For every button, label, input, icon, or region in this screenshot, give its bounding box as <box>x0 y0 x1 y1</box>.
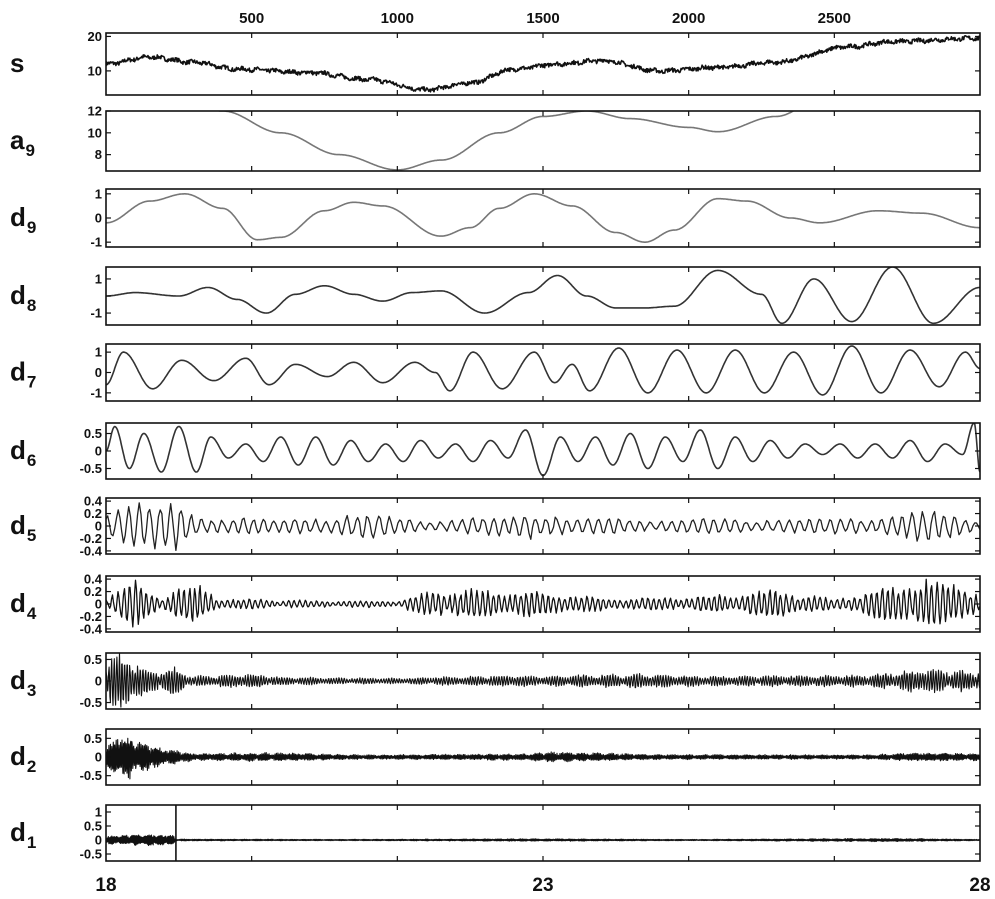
panel-label-d8: d8 <box>10 280 36 315</box>
panel-frame-d7 <box>105 343 981 402</box>
panel-label-a9: a9 <box>10 125 35 160</box>
panel-frame-d9 <box>105 188 981 248</box>
y-tick-label: -0.5 <box>80 768 102 783</box>
bottom-axis-tick-label: 28 <box>969 875 990 896</box>
y-tick-label: -1 <box>90 385 102 400</box>
y-tick-label: 0 <box>95 519 102 534</box>
panel-d3: -0.5 0 0.5 d3 <box>10 652 981 710</box>
series-line-s <box>106 35 980 93</box>
series-line-a9 <box>215 111 795 171</box>
y-tick-label: -0.5 <box>80 847 102 862</box>
y-tick-label: 0.5 <box>84 426 102 441</box>
y-tick-label: 0 <box>95 674 102 689</box>
panel-d5: -0.4-0.200.20.4 d5 <box>10 494 981 558</box>
series-line-d1 <box>106 834 980 847</box>
y-tick-label: -0.4 <box>80 543 103 558</box>
panel-frame-s <box>105 32 981 96</box>
y-tick-label: 0.4 <box>84 494 103 509</box>
y-tick-label: 0 <box>95 444 102 459</box>
y-tick-label: 8 <box>95 147 102 162</box>
y-tick-label: 1 <box>95 805 102 820</box>
y-tick-label: 12 <box>88 104 102 119</box>
series-line-d5 <box>106 502 980 552</box>
y-tick-label: -1 <box>90 306 102 321</box>
top-axis-tick-label: 2000 <box>672 10 705 27</box>
y-tick-label: 0.5 <box>84 731 102 746</box>
panel-d2: -0.5 0 0.5 d2 <box>10 728 981 786</box>
series-line-d8 <box>106 267 980 325</box>
panel-label-d3: d3 <box>10 665 36 700</box>
panel-a9: 8 10 12 a9 <box>10 104 981 172</box>
y-tick-label: 0 <box>95 597 102 612</box>
panel-d8: -1 1 d8 <box>10 266 981 326</box>
panel-d1: -0.500.51 d1 <box>10 804 981 862</box>
y-tick-label: -0.5 <box>80 695 102 710</box>
panel-d9: -1 0 1 d9 <box>10 186 981 250</box>
panel-label-d7: d7 <box>10 357 36 392</box>
y-tick-label: 0 <box>95 211 102 226</box>
series-line-d9 <box>106 193 980 243</box>
series-line-d7 <box>106 345 980 396</box>
panel-d4: -0.4-0.200.20.4 d4 <box>10 572 981 636</box>
panel-label-d5: d5 <box>10 510 36 545</box>
top-axis-tick-label: 2500 <box>818 10 851 27</box>
series-line-d4 <box>106 578 980 628</box>
panel-label-d6: d6 <box>10 435 36 470</box>
panel-frame-d8 <box>105 266 981 326</box>
series-line-d3 <box>106 653 980 708</box>
bottom-axis-tick-label: 18 <box>95 875 116 896</box>
series-line-d2 <box>106 737 980 780</box>
y-tick-label: 0 <box>95 833 102 848</box>
panel-d6: -0.5 0 0.5 d6 <box>10 422 981 480</box>
top-axis-tick-label: 1500 <box>526 10 559 27</box>
panel-label-d4: d4 <box>10 588 37 623</box>
panel-d7: -1 0 1 d7 <box>10 343 981 402</box>
y-tick-label: 0.4 <box>84 572 103 587</box>
panel-label-d9: d9 <box>10 202 36 237</box>
series-line-d6 <box>106 423 980 477</box>
y-tick-label: 0.2 <box>84 506 102 521</box>
y-tick-label: -0.2 <box>80 531 102 546</box>
y-tick-label: -0.5 <box>80 461 102 476</box>
top-axis-tick-label: 500 <box>239 10 264 27</box>
bottom-axis-tick-label: 23 <box>532 875 553 896</box>
y-tick-label: 10 <box>88 63 102 78</box>
panel-frame-a9 <box>105 110 981 172</box>
y-tick-label: 1 <box>95 345 102 360</box>
y-tick-label: 0.2 <box>84 584 102 599</box>
panel-label-d2: d2 <box>10 741 36 776</box>
y-tick-label: -1 <box>90 235 102 250</box>
panel-label-d1: d1 <box>10 817 36 852</box>
y-tick-label: 20 <box>88 29 102 44</box>
top-axis-tick-label: 1000 <box>381 10 414 27</box>
y-tick-label: 0 <box>95 365 102 380</box>
y-tick-label: -0.2 <box>80 609 102 624</box>
panel-frame-d1 <box>105 804 981 862</box>
y-tick-label: 10 <box>88 125 102 140</box>
panel-s: 10 20 s <box>10 29 981 96</box>
y-tick-label: 0 <box>95 750 102 765</box>
y-tick-label: 0.5 <box>84 652 102 667</box>
y-tick-label: 1 <box>95 186 102 201</box>
y-tick-label: -0.4 <box>80 621 103 636</box>
panel-label-s: s <box>10 48 24 78</box>
y-tick-label: 1 <box>95 271 102 286</box>
y-tick-label: 0.5 <box>84 819 102 834</box>
